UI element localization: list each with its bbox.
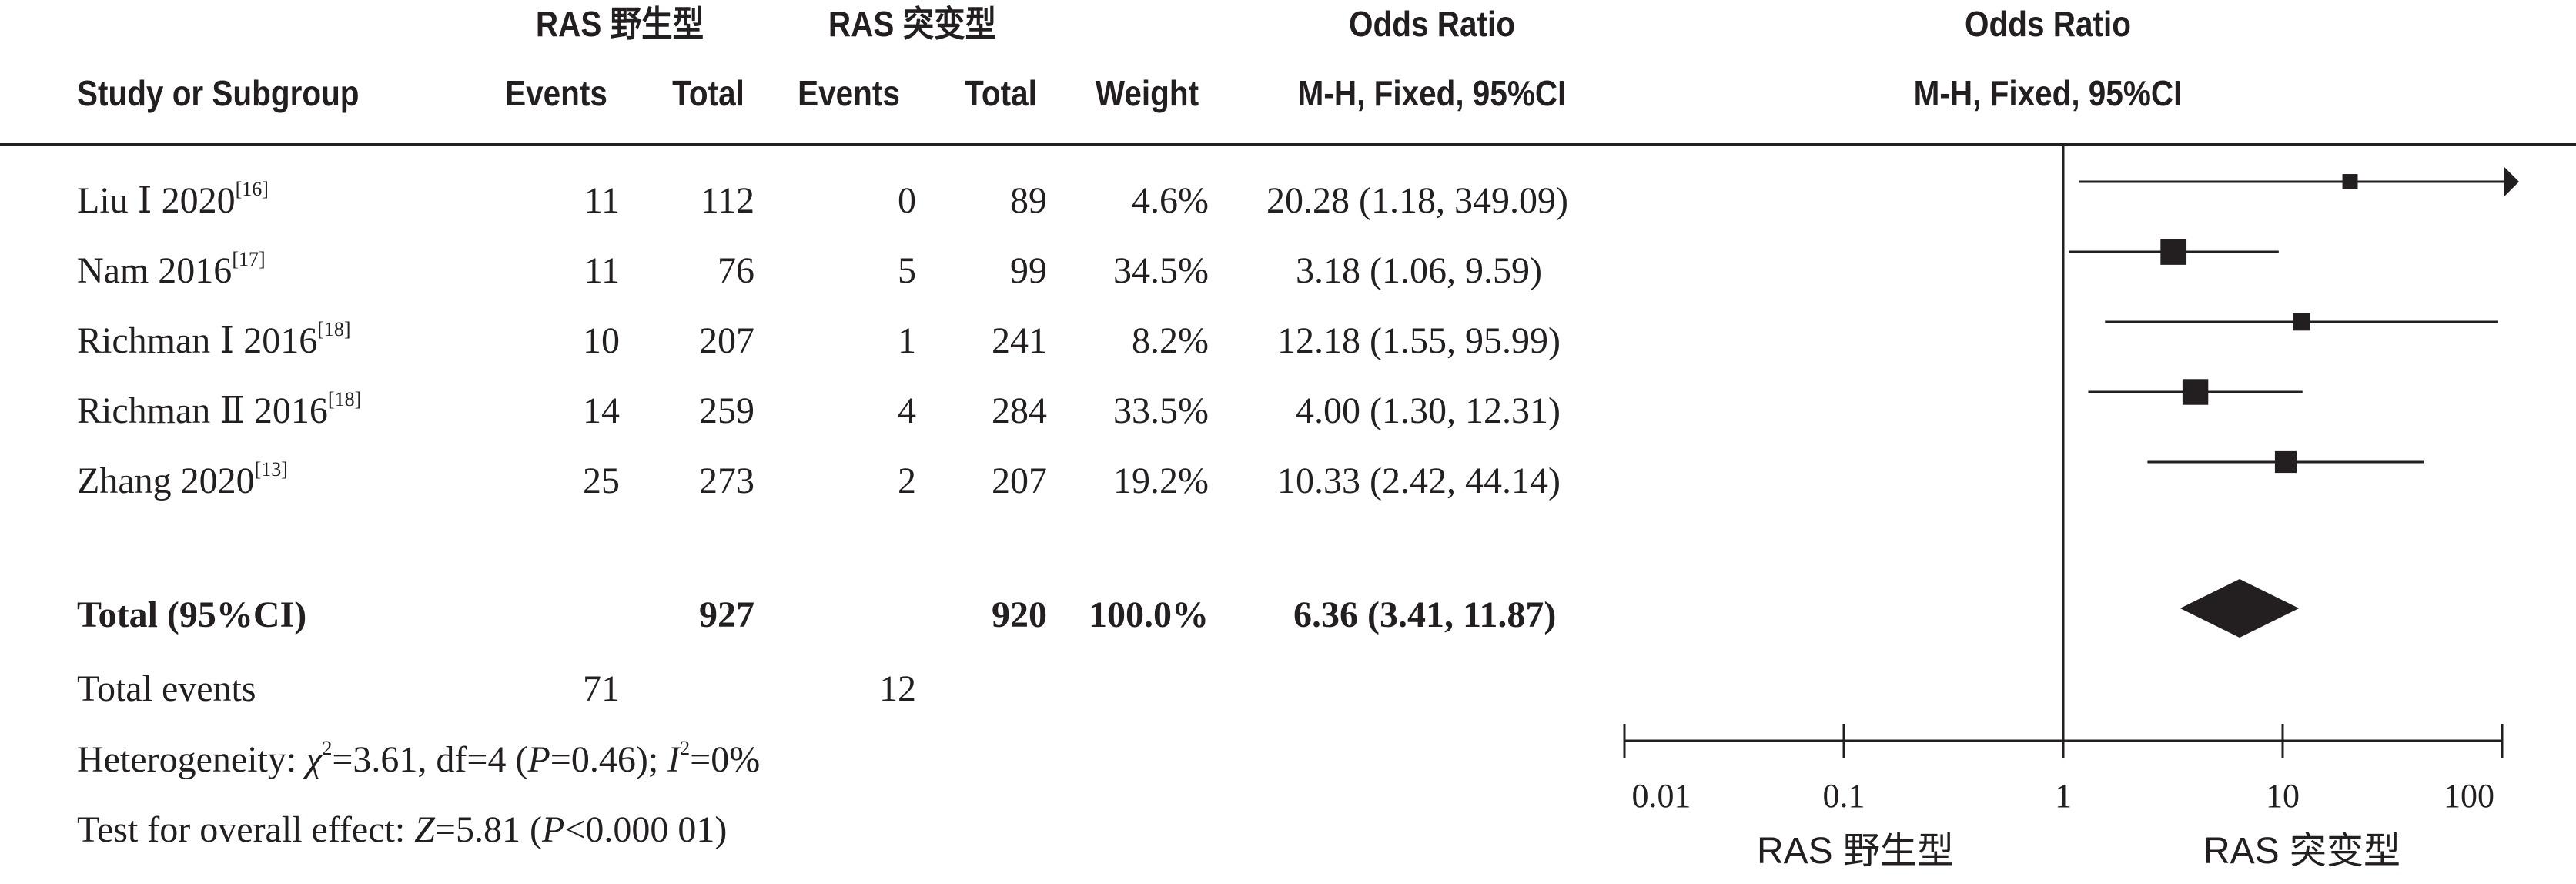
or-ci-cell: 20.28 (1.18, 349.09)	[1266, 180, 1568, 221]
study-name: Nam 2016[17]	[77, 248, 266, 291]
study-ref: [13]	[254, 458, 288, 481]
study-name: Richman Ⅰ 2016[18]	[77, 318, 351, 361]
exp-total-cell: 207	[699, 320, 754, 361]
weight-cell: 34.5%	[1113, 250, 1209, 291]
study-effect-square	[2182, 379, 2209, 405]
total-events-ctl: 12	[879, 668, 916, 709]
x-tick-label: 10	[2266, 777, 2300, 815]
total-or-ci-cell: 6.36 (3.41, 11.87)	[1293, 594, 1557, 635]
exp-total-cell: 273	[699, 460, 754, 501]
pooled-diamond	[2180, 579, 2300, 638]
header-plot-title: Odds Ratio	[1965, 4, 2131, 44]
weight-cell: 8.2%	[1132, 320, 1209, 361]
weight-cell: 19.2%	[1113, 460, 1209, 501]
overall-effect-text: Test for overall effect: Z=5.81 (P<0.000…	[77, 809, 728, 850]
study-effect-square	[2274, 450, 2297, 474]
header-study: Study or Subgroup	[77, 73, 360, 113]
x-tick-label: 1	[2055, 777, 2072, 815]
total-label: Total (95%CI)	[77, 594, 307, 635]
study-effect-square	[2342, 174, 2358, 189]
heterogeneity-text: Heterogeneity: χ2=3.61, df=4 (P=0.46); I…	[77, 737, 761, 780]
exp-total-cell: 259	[699, 390, 754, 431]
ctl-total-cell: 99	[1010, 250, 1047, 291]
ci-arrow-right	[2504, 166, 2519, 197]
ctl-events-cell: 4	[898, 390, 916, 431]
ctl-total-cell: 207	[992, 460, 1047, 501]
ctl-events-cell: 2	[898, 460, 916, 501]
total-events-exp: 71	[583, 668, 620, 709]
header-plot-method: M-H, Fixed, 95%CI	[1913, 73, 2183, 113]
exp-events-cell: 10	[583, 320, 620, 361]
study-effect-square	[2160, 239, 2187, 265]
exp-events-cell: 14	[583, 390, 620, 431]
header-ctl-events: Events	[798, 73, 900, 113]
x-tick-label: 0.01	[1631, 777, 1691, 815]
or-ci-cell: 3.18 (1.06, 9.59)	[1296, 250, 1542, 291]
ctl-events-cell: 0	[898, 180, 916, 221]
header-group-exp: RAS 野生型	[535, 4, 704, 44]
study-effect-square	[2293, 313, 2310, 331]
header-weight: Weight	[1095, 73, 1199, 113]
exp-events-cell: 25	[583, 460, 620, 501]
study-ref: [18]	[327, 388, 362, 410]
header-exp-events: Events	[505, 73, 607, 113]
total-ctl-cell: 920	[992, 594, 1047, 635]
exp-events-cell: 11	[584, 180, 620, 221]
x-tick-label: 0.1	[1822, 777, 1865, 815]
or-ci-cell: 10.33 (2.42, 44.14)	[1277, 460, 1561, 501]
total-events-label: Total events	[77, 668, 256, 709]
ctl-events-cell: 1	[898, 320, 916, 361]
exp-total-cell: 112	[700, 180, 754, 221]
ctl-events-cell: 5	[898, 250, 916, 291]
total-weight-cell: 100.0%	[1089, 594, 1209, 635]
x-tick-label: 100	[2444, 777, 2494, 815]
header-or-method: M-H, Fixed, 95%CI	[1297, 73, 1567, 113]
favours-right-label: RAS 突变型	[2203, 831, 2401, 872]
favours-left-label: RAS 野生型	[1757, 831, 1955, 872]
weight-cell: 4.6%	[1132, 180, 1209, 221]
study-name: Zhang 2020[13]	[77, 458, 288, 501]
study-ref: [16]	[235, 178, 269, 200]
study-ref: [17]	[232, 248, 266, 270]
total-exp-cell: 927	[699, 594, 754, 635]
ctl-total-cell: 241	[992, 320, 1047, 361]
ctl-total-cell: 89	[1010, 180, 1047, 221]
header-group-ctl: RAS 突变型	[828, 4, 997, 44]
header-exp-total: Total	[672, 73, 744, 113]
exp-events-cell: 11	[584, 250, 620, 291]
study-name: Richman Ⅱ 2016[18]	[77, 388, 362, 431]
or-ci-cell: 12.18 (1.55, 95.99)	[1277, 320, 1561, 361]
exp-total-cell: 76	[718, 250, 754, 291]
weight-cell: 33.5%	[1113, 390, 1209, 431]
ctl-total-cell: 284	[992, 390, 1047, 431]
study-name: Liu Ⅰ 2020[16]	[77, 178, 269, 221]
header-or-title: Odds Ratio	[1349, 4, 1515, 44]
or-ci-cell: 4.00 (1.30, 12.31)	[1296, 390, 1561, 431]
header-rule	[0, 143, 2576, 146]
header-ctl-total: Total	[965, 73, 1037, 113]
study-ref: [18]	[317, 318, 351, 340]
